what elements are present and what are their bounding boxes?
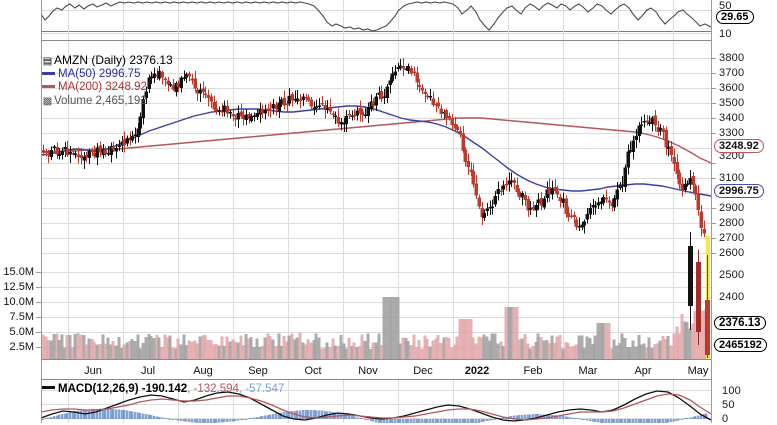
price-tick-2700: 2700 bbox=[719, 232, 745, 244]
x-label-oct: Oct bbox=[304, 365, 322, 377]
volume-tick-12-5m: 12.5M bbox=[3, 281, 34, 293]
x-label-jul: Jul bbox=[140, 365, 156, 377]
x-label-2022: 2022 bbox=[464, 365, 490, 377]
x-label-nov: Nov bbox=[358, 365, 378, 377]
price-tick-2900: 2900 bbox=[719, 202, 745, 214]
ma200-swatch-icon bbox=[42, 85, 55, 88]
x-label-jun: Jun bbox=[84, 365, 102, 377]
ma50-value-tag: 2996.75 bbox=[714, 184, 764, 198]
macd-value-main: -190.142 bbox=[141, 383, 188, 395]
price-tick-3800: 3800 bbox=[719, 52, 745, 64]
legend-ma200-row: MA(200) 3248.92 bbox=[42, 81, 173, 95]
oscillator-line bbox=[41, 1, 711, 32]
macd-tick-50: 50 bbox=[722, 399, 735, 411]
volume-tick-15m: 15.0M bbox=[3, 266, 34, 278]
x-label-may: May bbox=[687, 365, 709, 377]
osc-tick-10: 10 bbox=[719, 28, 732, 40]
price-legend: ▤ AMZN (Daily) 2376.13 MA(50) 2996.75 MA(… bbox=[42, 53, 173, 109]
x-label-sep: Sep bbox=[248, 365, 268, 377]
price-tick-3300: 3300 bbox=[719, 127, 745, 139]
price-tick-2400: 2400 bbox=[719, 291, 745, 303]
ma200-line bbox=[41, 117, 711, 164]
volume-tick-2-5m: 2.5M bbox=[9, 341, 34, 353]
last-candles-overflow bbox=[688, 232, 710, 358]
volume-tick-5m: 5.0M bbox=[9, 326, 34, 338]
ma50-swatch-icon bbox=[42, 71, 55, 75]
osc-tick-50: 50 bbox=[719, 0, 732, 12]
price-tick-2500: 2500 bbox=[719, 269, 745, 281]
volume-series bbox=[41, 297, 708, 359]
legend-symbol-row: ▤ AMZN (Daily) 2376.13 bbox=[42, 53, 173, 68]
macd-swatch-icon bbox=[42, 386, 55, 389]
price-tick-3700: 3700 bbox=[719, 67, 745, 79]
x-label-dec: Dec bbox=[413, 365, 433, 377]
candles-icon: ▤ bbox=[42, 56, 53, 67]
legend-ma50-text: MA(50) 2996.75 bbox=[58, 67, 141, 80]
x-label-aug: Aug bbox=[193, 365, 213, 377]
last-price-tag: 2376.13 bbox=[714, 316, 766, 330]
macd-line bbox=[41, 390, 711, 422]
volume-highlight bbox=[706, 330, 710, 359]
legend-volume-row: ▩ Volume 2,465,192 bbox=[42, 95, 173, 109]
bars-icon: ▩ bbox=[42, 95, 53, 107]
macd-legend: MACD(12,26,9) -190.142, -132.594, -57.54… bbox=[42, 383, 284, 395]
x-label-mar: Mar bbox=[578, 365, 598, 377]
price-tick-3400: 3400 bbox=[719, 112, 745, 124]
legend-volume-text: Volume 2,465,192 bbox=[54, 94, 147, 107]
ma200-value-tag: 3248.92 bbox=[714, 139, 764, 153]
legend-ma200-text: MA(200) 3248.92 bbox=[58, 81, 147, 93]
macd-value-hist: -57.547 bbox=[245, 383, 285, 395]
ma50-line bbox=[41, 105, 711, 197]
price-tick-2800: 2800 bbox=[719, 217, 745, 229]
macd-value-signal: -132.594 bbox=[193, 383, 239, 395]
oscillator-value-tag: 29.65 bbox=[716, 10, 754, 24]
price-tick-3600: 3600 bbox=[719, 82, 745, 94]
price-tick-3100: 3100 bbox=[719, 172, 745, 184]
macd-label: MACD(12,26,9) bbox=[58, 383, 139, 395]
x-label-feb: Feb bbox=[523, 365, 543, 377]
macd-tick-0: 0 bbox=[722, 413, 729, 425]
macd-series bbox=[41, 390, 711, 423]
last-volume-tag: 2465192 bbox=[714, 338, 767, 352]
x-label-apr: Apr bbox=[634, 365, 652, 377]
macd-signal-line bbox=[41, 393, 711, 421]
price-tick-3500: 3500 bbox=[719, 97, 745, 109]
macd-tick-100: 100 bbox=[722, 385, 741, 397]
legend-ma50-row: MA(50) 2996.75 bbox=[42, 68, 173, 82]
price-tick-2600: 2600 bbox=[719, 247, 745, 259]
legend-symbol-text: AMZN (Daily) 2376.13 bbox=[54, 53, 173, 67]
volume-tick-10m: 10.0M bbox=[3, 296, 34, 308]
price-tick-3200: 3200 bbox=[719, 150, 745, 162]
volume-tick-7-5m: 7.5M bbox=[9, 311, 34, 323]
